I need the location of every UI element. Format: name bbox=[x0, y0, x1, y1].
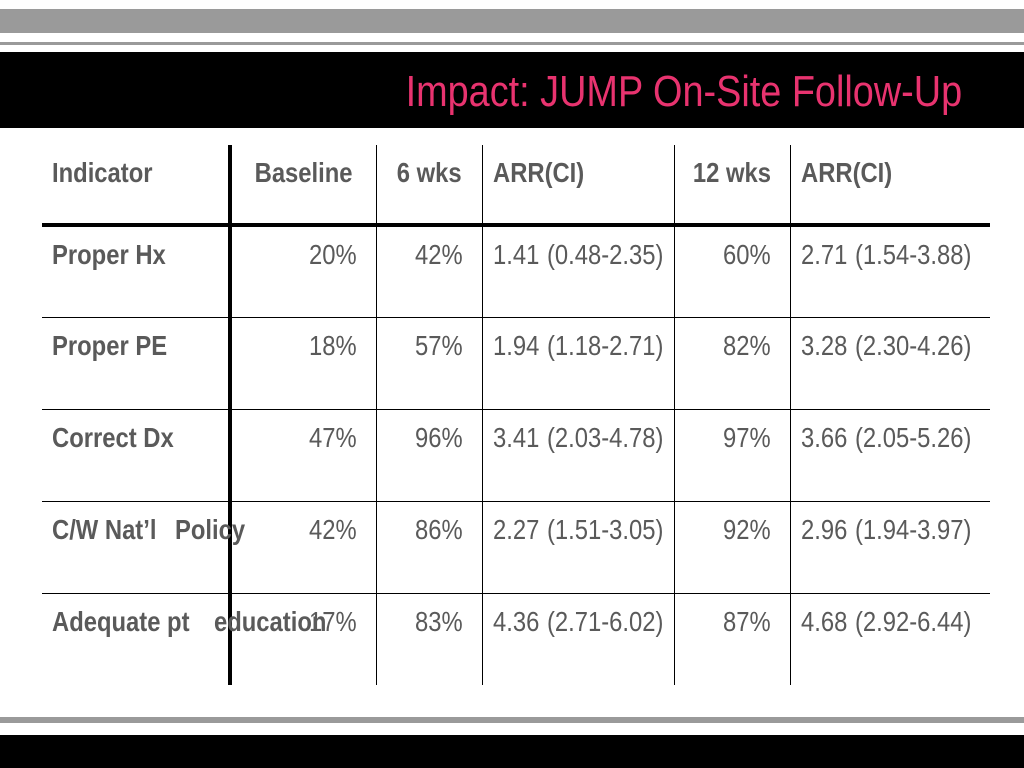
header-arr-ci-12wk: ARR(CI) bbox=[790, 145, 990, 227]
row-indicator: Adequate pt education bbox=[42, 593, 326, 685]
row-arr-ci-6wk: 1.41 (0.48-2.35) bbox=[482, 225, 675, 318]
table-row: Proper Hx 20% 42% 1.41 (0.48-2.35) 60% 2.71 (1.… bbox=[42, 225, 990, 318]
table-row: Correct Dx 47% 96% 3.41 (2.03-4.78) 97% 3.66 (2… bbox=[42, 409, 990, 502]
row-arr-ci-12wk: 3.66 (2.05-5.26) bbox=[790, 409, 990, 502]
bottom-black-band bbox=[0, 735, 1024, 768]
row-arr-ci-12wk: 3.28 (2.30-4.26) bbox=[790, 317, 990, 410]
row-indicator: C/W Nat’l Policy bbox=[42, 501, 245, 594]
table-row: Adequate pt education 17% 83% 4.36 (2.71-6.02… bbox=[42, 593, 990, 685]
header-indicator: Indicator bbox=[42, 145, 232, 227]
row-12-wks: 97% bbox=[674, 409, 791, 502]
header-baseline: Baseline bbox=[230, 145, 377, 227]
header-6-wks: 6 wks bbox=[376, 145, 483, 227]
row-6-wks: 83% bbox=[376, 593, 483, 685]
row-baseline: 18% bbox=[230, 317, 377, 410]
row-baseline: 42% bbox=[230, 501, 377, 594]
table-header-row: Indicator Baseline 6 wks ARR(CI) 12 wks … bbox=[42, 145, 990, 227]
top-divider-line bbox=[0, 42, 1024, 45]
row-arr-ci-12wk: 4.68 (2.92-6.44) bbox=[800, 605, 972, 637]
table-row: C/W Nat’l Policy 42% 86% 2.27 (1.51-3.05) 92% 2… bbox=[42, 501, 990, 594]
row-baseline: 17% bbox=[230, 593, 377, 685]
row-arr-ci-6wk: 4.36 (2.71-6.02) bbox=[482, 593, 675, 685]
row-12-wks: 82% bbox=[674, 317, 791, 410]
row-6-wks: 57% bbox=[376, 317, 483, 410]
table-row: Proper PE 18% 57% 1.94 (1.18-2.71) 82% 3.28 (2.… bbox=[42, 317, 990, 410]
top-gray-band bbox=[0, 9, 1024, 33]
row-6-wks: 42% bbox=[376, 225, 483, 318]
row-baseline: 47% bbox=[230, 409, 377, 502]
row-12-wks: 92% bbox=[674, 501, 791, 594]
row-6-wks: 86% bbox=[376, 501, 483, 594]
row-arr-ci-12wk: 2.71 (1.54-3.88) bbox=[790, 225, 990, 318]
row-baseline: 20% bbox=[230, 225, 377, 318]
row-12-wks: 87% bbox=[674, 593, 791, 685]
row-arr-ci-6wk: 1.94 (1.18-2.71) bbox=[482, 317, 675, 410]
row-arr-ci-6wk: 2.27 (1.51-3.05) bbox=[482, 501, 675, 594]
row-12-wks: 60% bbox=[674, 225, 791, 318]
row-arr-ci-6wk: 3.41 (2.03-4.78) bbox=[482, 409, 675, 502]
row-indicator: Proper Hx bbox=[42, 225, 232, 318]
bottom-divider-line bbox=[0, 717, 1024, 723]
row-indicator: Correct Dx bbox=[42, 409, 232, 502]
slide-title: Impact: JUMP On-Site Follow-Up bbox=[405, 67, 962, 116]
header-12-wks: 12 wks bbox=[674, 145, 791, 227]
row-indicator: Proper PE bbox=[42, 317, 232, 410]
row-arr-ci-12wk: 2.96 (1.94-3.97) bbox=[790, 501, 990, 594]
results-table: Indicator Baseline 6 wks ARR(CI) 12 wks … bbox=[42, 145, 990, 685]
title-bar bbox=[0, 52, 1024, 128]
row-6-wks: 96% bbox=[376, 409, 483, 502]
header-arr-ci-6wk: ARR(CI) bbox=[482, 145, 675, 227]
